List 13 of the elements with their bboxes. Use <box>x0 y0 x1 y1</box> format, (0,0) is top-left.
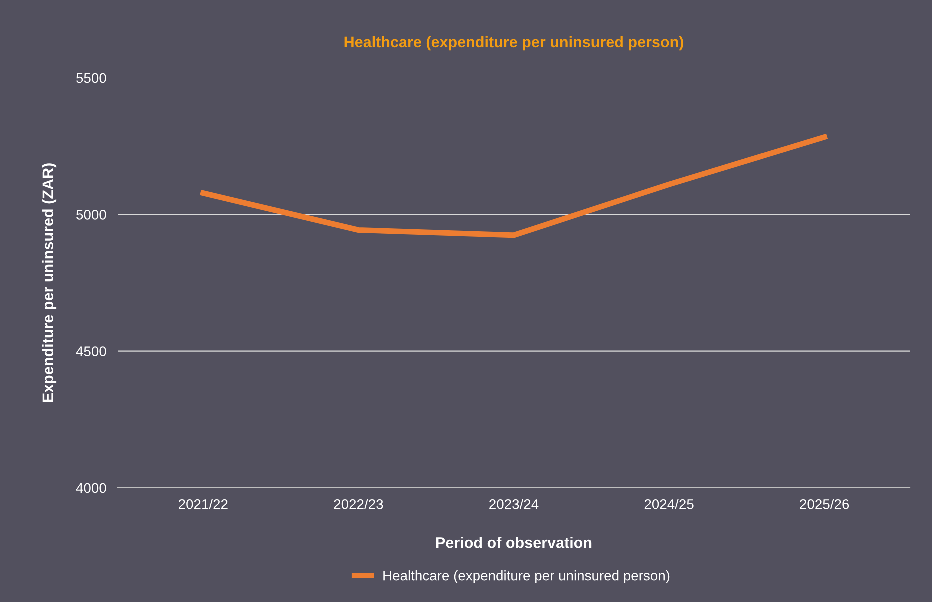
x-tick-label: 2023/24 <box>490 499 539 510</box>
x-tick-label: 2022/23 <box>334 499 384 510</box>
y-axis-title: Expenditure per uninsured (ZAR) <box>42 164 57 402</box>
y-tick-label: 4500 <box>76 346 106 357</box>
legend-label: Healthcare (expenditure per uninsured person) <box>384 570 670 584</box>
y-tick-label: 5000 <box>76 210 106 220</box>
x-tick-label: 2024/25 <box>644 499 694 510</box>
x-tick-label: 2025/26 <box>800 499 850 510</box>
y-tick-label: 4000 <box>76 483 106 494</box>
y-tick-label: 5500 <box>76 73 106 84</box>
chart-title: Healthcare (expenditure per uninsured person) <box>344 36 684 51</box>
x-axis-title: Period of observation <box>436 537 592 548</box>
x-tick-label: 2021/22 <box>179 499 228 510</box>
